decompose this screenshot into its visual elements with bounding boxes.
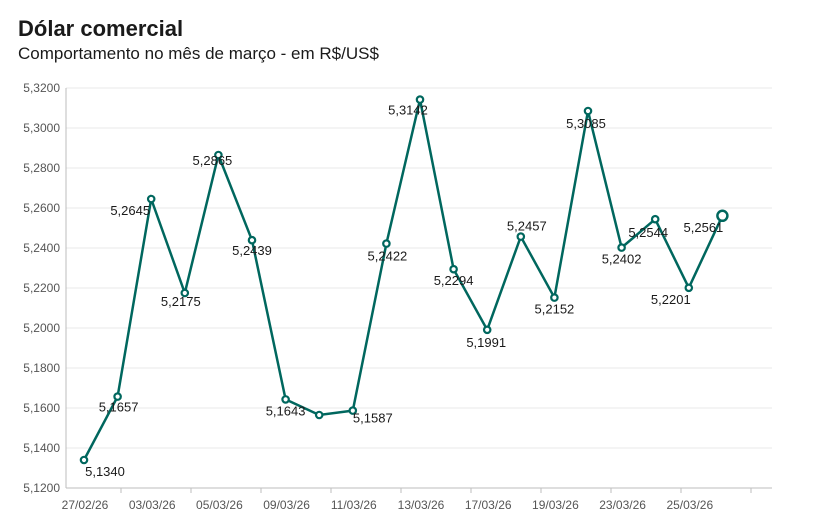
- data-point: [684, 283, 694, 293]
- y-tick-label: 5,2600: [23, 201, 60, 215]
- data-label: 5,3085: [566, 116, 606, 131]
- x-tick-label: 19/03/26: [532, 498, 579, 512]
- data-label: 5,1340: [85, 464, 125, 479]
- data-point: [716, 209, 729, 223]
- data-label: 5,1657: [99, 400, 139, 415]
- x-tick-label: 11/03/26: [331, 498, 377, 512]
- data-label: 5,2865: [193, 153, 233, 168]
- data-label: 5,1587: [353, 411, 393, 426]
- data-point: [482, 325, 492, 335]
- data-point: [650, 214, 660, 224]
- y-tick-label: 5,3000: [23, 121, 60, 135]
- data-label: 5,2294: [434, 273, 474, 288]
- data-point: [449, 264, 458, 274]
- data-point: [348, 406, 358, 415]
- y-tick-label: 5,3200: [23, 81, 60, 95]
- x-tick-label: 25/03/26: [666, 498, 713, 512]
- x-tick-label: 13/03/26: [398, 498, 445, 512]
- data-label: 5,1991: [466, 335, 506, 350]
- data-point: [180, 288, 190, 298]
- data-point: [281, 395, 290, 404]
- y-tick-label: 5,1600: [23, 401, 60, 415]
- data-point: [617, 243, 626, 252]
- y-tick-label: 5,2200: [23, 281, 60, 295]
- data-point: [79, 455, 89, 465]
- chart-title: Dólar comercial: [18, 16, 184, 41]
- y-tick-label: 5,2400: [23, 241, 60, 255]
- x-tick-label: 27/02/26: [62, 498, 109, 512]
- series-line: [82, 99, 724, 461]
- data-label: 5,2439: [232, 243, 272, 258]
- data-point: [146, 194, 156, 204]
- data-point: [583, 106, 593, 116]
- data-label: 5,2457: [507, 219, 547, 234]
- x-tick-label: 17/03/26: [465, 498, 512, 512]
- data-label: 5,2175: [161, 294, 201, 309]
- data-point: [516, 232, 526, 241]
- y-tick-label: 5,1400: [23, 441, 60, 455]
- data-label: 5,2402: [602, 252, 642, 267]
- data-label: 5,2152: [535, 302, 575, 317]
- data-point: [214, 150, 223, 160]
- x-tick-label: 05/03/26: [196, 498, 243, 512]
- data-point: [415, 95, 425, 104]
- x-tick-label: 23/03/26: [599, 498, 646, 512]
- data-label: 5,2645: [110, 203, 150, 218]
- y-tick-label: 5,2800: [23, 161, 60, 175]
- data-point: [550, 293, 559, 302]
- x-tick-label: 03/03/26: [129, 498, 176, 512]
- data-label: 5,3142: [388, 103, 428, 118]
- data-point: [247, 235, 257, 245]
- data-point: [314, 410, 324, 420]
- data-label: 5,2201: [651, 292, 691, 307]
- y-tick-label: 5,1800: [23, 361, 60, 375]
- chart-subtitle: Comportamento no mês de março - em R$/US…: [18, 44, 379, 63]
- data-point: [382, 239, 391, 248]
- data-label: 5,2561: [684, 220, 724, 235]
- data-point: [113, 392, 122, 401]
- data-label: 5,2544: [628, 225, 668, 240]
- y-tick-label: 5,1200: [23, 481, 60, 495]
- x-tick-label: 09/03/26: [263, 498, 310, 512]
- data-label: 5,2422: [368, 249, 408, 264]
- y-tick-label: 5,2000: [23, 321, 60, 335]
- data-label: 5,1643: [266, 403, 306, 418]
